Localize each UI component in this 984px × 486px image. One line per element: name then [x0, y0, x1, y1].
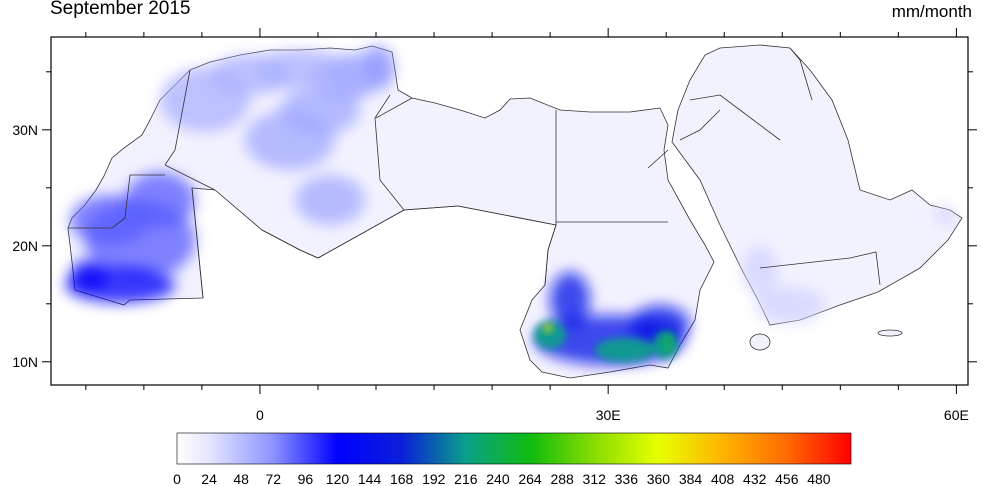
colorbar-tick-label: 0: [173, 471, 181, 486]
map-border: [50, 36, 969, 386]
colorbar-tick-label: 432: [743, 471, 767, 486]
darfur-peak-rain: [544, 324, 552, 332]
units-label: mm/month: [891, 2, 972, 21]
country-borders: [68, 47, 881, 299]
colorbar-tick-label: 336: [615, 471, 639, 486]
colorbar-tick-label: 72: [265, 471, 281, 486]
colorbar-tick-label: 48: [233, 471, 249, 486]
colorbar-tick-label: 96: [298, 471, 314, 486]
axis-ticks: [42, 28, 977, 394]
lon-tick-label: 60E: [944, 407, 969, 423]
colorbar-tick-label: 144: [358, 471, 382, 486]
lon-tick-label: 0: [256, 407, 264, 423]
colorbar-tick-label: 168: [390, 471, 414, 486]
colorbar-tick-label: 240: [486, 471, 510, 486]
island-shape: [877, 329, 903, 337]
colorbar: 0 24 48 72 96 120 144 168 192 216 240 264 288 312 336 3…: [173, 432, 852, 486]
lat-tick-label: 30N: [12, 122, 38, 138]
colorbar-tick-label: 192: [422, 471, 446, 486]
lat-tick-label: 20N: [12, 238, 38, 254]
colorbar-tick-label: 24: [201, 471, 217, 486]
island-shape: [749, 333, 771, 351]
colorbar-labels: 0 24 48 72 96 120 144 168 192 216 240 264 288 312 336 3…: [173, 471, 831, 486]
colorbar-ramp: [176, 432, 852, 465]
colorbar-tick-label: 480: [807, 471, 831, 486]
colorbar-tick-label: 264: [518, 471, 542, 486]
senegal-river-rain: [65, 260, 175, 303]
lon-tick-label: 30E: [596, 407, 621, 423]
colorbar-tick-label: 408: [711, 471, 735, 486]
yemen-highlands-rain: [742, 205, 955, 323]
colorbar-tick-label: 288: [550, 471, 574, 486]
colorbar-tick-label: 456: [775, 471, 799, 486]
colorbar-tick-label: 312: [583, 471, 607, 486]
tunisia-rain: [362, 45, 394, 85]
precipitation-layer: [65, 45, 955, 365]
colorbar-tick-label: 216: [454, 471, 478, 486]
map-title: September 2015: [50, 0, 191, 19]
colorbar-tick-label: 384: [679, 471, 703, 486]
mauritania-sahel-rain: [70, 172, 195, 280]
lat-tick-label: 10N: [12, 354, 38, 370]
ethiopia-border-rain: [662, 333, 674, 353]
colorbar-tick-label: 120: [326, 471, 350, 486]
axis-labels: 0 30E 60E 10N 20N 30N: [12, 122, 969, 423]
colorbar-tick-label: 360: [647, 471, 671, 486]
